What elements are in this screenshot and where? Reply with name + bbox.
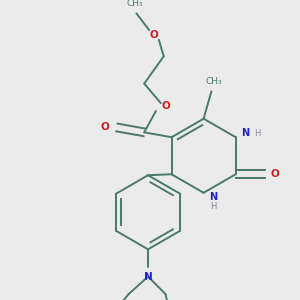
Text: H: H — [254, 129, 260, 138]
Text: N: N — [242, 128, 250, 138]
Text: N: N — [209, 192, 217, 202]
Text: CH₃: CH₃ — [126, 0, 143, 8]
Text: N: N — [144, 272, 152, 282]
Text: O: O — [161, 101, 170, 111]
Text: O: O — [101, 122, 110, 133]
Text: O: O — [150, 30, 158, 40]
Text: H: H — [210, 202, 217, 211]
Text: O: O — [270, 169, 279, 179]
Text: CH₃: CH₃ — [205, 77, 222, 86]
